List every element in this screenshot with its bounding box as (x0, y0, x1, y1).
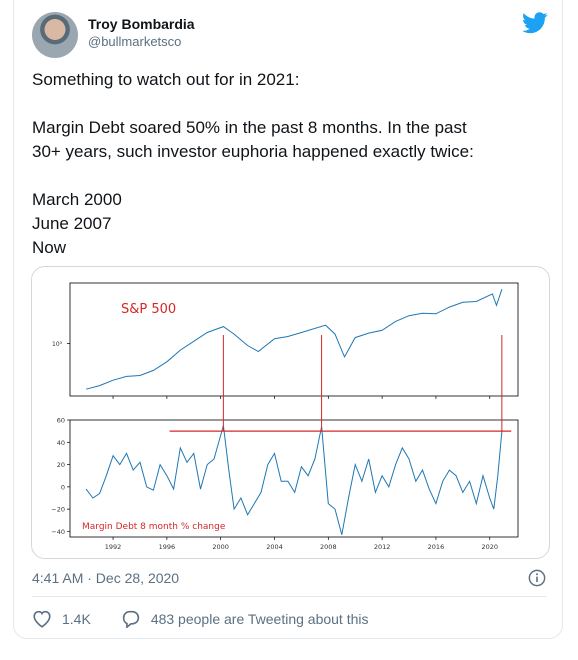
x-tick-label: 2008 (320, 543, 337, 551)
tweet-line: Margin Debt soared 50% in the past 8 mon… (32, 118, 467, 137)
like-button[interactable]: 1.4K (32, 610, 91, 628)
tweet-line: Something to watch out for in 2021: (32, 70, 300, 89)
divider (32, 596, 546, 597)
tweet-line: 30+ years, such investor euphoria happen… (32, 142, 474, 161)
chart-image[interactable]: 10³ S&P 500 60 40 20 0 −20 −40 1992 1996 2000 2004 2… (31, 266, 550, 559)
x-tick-label: 2004 (266, 543, 283, 551)
sp500-line (85, 289, 503, 390)
chart: 10³ S&P 500 60 40 20 0 −20 −40 1992 1996 2000 2004 2… (51, 282, 519, 551)
like-count: 1.4K (62, 611, 91, 627)
y-tick-label: 40 (57, 439, 65, 447)
x-tick-label: 2020 (481, 543, 498, 551)
reply-bubble-icon (122, 610, 139, 628)
author-handle[interactable]: @bullmarketsco (88, 34, 182, 49)
chart-title-sp500: S&P 500 (121, 302, 176, 317)
info-icon[interactable] (528, 569, 546, 587)
tweet-line: Now (32, 238, 67, 257)
y-tick-label: −40 (51, 528, 65, 536)
tweet-text: Something to watch out for in 2021: Marg… (32, 68, 552, 260)
twitter-bird-icon[interactable] (522, 12, 548, 34)
x-tick-label: 2012 (374, 543, 391, 551)
y-tick-label: 0 (61, 483, 65, 491)
author-name[interactable]: Troy Bombardia (88, 16, 195, 32)
x-tick-label: 2000 (212, 543, 229, 551)
y-tick-label: −20 (51, 506, 65, 514)
chart-title-margin-debt: Margin Debt 8 month % change (82, 522, 226, 532)
bottom-axes-frame (69, 419, 519, 538)
x-tick-label: 2016 (428, 543, 445, 551)
avatar[interactable] (32, 12, 78, 58)
margin-debt-line (85, 425, 503, 535)
y-tick-label: 60 (57, 417, 65, 425)
tweet-line: March 2000 (32, 190, 122, 209)
action-bar: 1.4K 483 people are Tweeting about this (32, 608, 399, 630)
heart-icon (33, 610, 51, 628)
tweet-card: Troy Bombardia @bullmarketsco Something … (13, 0, 563, 639)
y-tick-label: 10³ (52, 341, 63, 348)
x-tick-label: 1992 (105, 543, 122, 551)
top-axes-frame (69, 282, 519, 397)
tweeting-count: 483 people are Tweeting about this (150, 611, 369, 627)
y-tick-label: 20 (57, 461, 65, 469)
timestamp[interactable]: 4:41 AM · Dec 28, 2020 (32, 570, 180, 586)
x-tick-label: 1996 (159, 543, 176, 551)
conversation-button[interactable]: 483 people are Tweeting about this (121, 610, 369, 628)
tweet-line: June 2007 (32, 214, 112, 233)
